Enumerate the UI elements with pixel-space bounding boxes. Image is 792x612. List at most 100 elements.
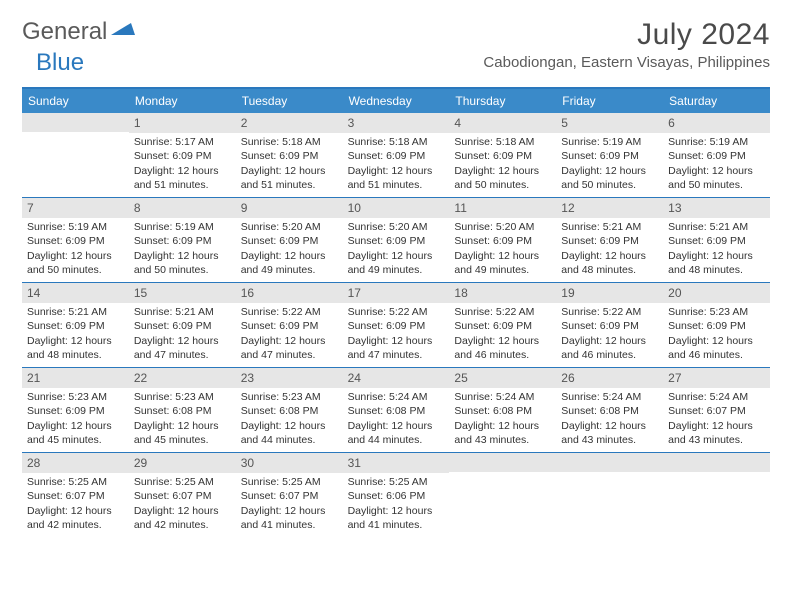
daylight-text-1: Daylight: 12 hours <box>668 419 765 433</box>
day-detail <box>556 472 663 532</box>
day-number: 9 <box>236 198 343 218</box>
day-detail: Sunrise: 5:25 AMSunset: 6:06 PMDaylight:… <box>343 473 450 536</box>
sunset-text: Sunset: 6:09 PM <box>134 149 231 163</box>
day-detail: Sunrise: 5:23 AMSunset: 6:08 PMDaylight:… <box>129 388 236 451</box>
sunset-text: Sunset: 6:07 PM <box>27 489 124 503</box>
sunset-text: Sunset: 6:09 PM <box>668 149 765 163</box>
sunset-text: Sunset: 6:07 PM <box>668 404 765 418</box>
day-detail: Sunrise: 5:25 AMSunset: 6:07 PMDaylight:… <box>236 473 343 536</box>
day-number: 23 <box>236 368 343 388</box>
day-detail: Sunrise: 5:22 AMSunset: 6:09 PMDaylight:… <box>556 303 663 366</box>
sunset-text: Sunset: 6:08 PM <box>348 404 445 418</box>
day-number: 10 <box>343 198 450 218</box>
weekday-header: Monday <box>129 89 236 113</box>
sunrise-text: Sunrise: 5:19 AM <box>668 135 765 149</box>
day-detail: Sunrise: 5:25 AMSunset: 6:07 PMDaylight:… <box>129 473 236 536</box>
daylight-text-2: and 47 minutes. <box>134 348 231 362</box>
daylight-text-2: and 51 minutes. <box>241 178 338 192</box>
daylight-text-2: and 50 minutes. <box>27 263 124 277</box>
day-detail <box>22 132 129 192</box>
day-detail: Sunrise: 5:18 AMSunset: 6:09 PMDaylight:… <box>236 133 343 196</box>
day-number: 15 <box>129 283 236 303</box>
day-detail: Sunrise: 5:19 AMSunset: 6:09 PMDaylight:… <box>663 133 770 196</box>
sunset-text: Sunset: 6:09 PM <box>134 234 231 248</box>
day-detail: Sunrise: 5:22 AMSunset: 6:09 PMDaylight:… <box>236 303 343 366</box>
calendar-week: 14Sunrise: 5:21 AMSunset: 6:09 PMDayligh… <box>22 282 770 367</box>
calendar-cell: 19Sunrise: 5:22 AMSunset: 6:09 PMDayligh… <box>556 283 663 367</box>
day-number: 8 <box>129 198 236 218</box>
weekday-header: Tuesday <box>236 89 343 113</box>
sunrise-text: Sunrise: 5:21 AM <box>561 220 658 234</box>
day-detail: Sunrise: 5:20 AMSunset: 6:09 PMDaylight:… <box>236 218 343 281</box>
day-number: 2 <box>236 113 343 133</box>
calendar: Sunday Monday Tuesday Wednesday Thursday… <box>22 87 770 537</box>
calendar-week: 1Sunrise: 5:17 AMSunset: 6:09 PMDaylight… <box>22 113 770 197</box>
daylight-text-1: Daylight: 12 hours <box>27 504 124 518</box>
calendar-cell: 27 Sunrise: 5:24 AMSunset: 6:07 PMDayligh… <box>663 368 770 452</box>
daylight-text-2: and 43 minutes. <box>561 433 658 447</box>
daylight-text-1: Daylight: 12 hours <box>134 164 231 178</box>
day-detail: Sunrise: 5:21 AMSunset: 6:09 PMDaylight:… <box>129 303 236 366</box>
sunrise-text: Sunrise: 5:21 AM <box>668 220 765 234</box>
daylight-text-2: and 45 minutes. <box>134 433 231 447</box>
daylight-text-1: Daylight: 12 hours <box>241 504 338 518</box>
calendar-cell: 4Sunrise: 5:18 AMSunset: 6:09 PMDaylight… <box>449 113 556 197</box>
daylight-text-1: Daylight: 12 hours <box>348 334 445 348</box>
day-number: 5 <box>556 113 663 133</box>
daylight-text-1: Daylight: 12 hours <box>27 249 124 263</box>
daylight-text-1: Daylight: 12 hours <box>27 419 124 433</box>
sunset-text: Sunset: 6:09 PM <box>668 234 765 248</box>
month-title: July 2024 <box>483 18 770 52</box>
day-number: 1 <box>129 113 236 133</box>
daylight-text-2: and 46 minutes. <box>454 348 551 362</box>
day-number <box>22 113 129 132</box>
day-number: 17 <box>343 283 450 303</box>
day-detail: Sunrise: 5:19 AMSunset: 6:09 PMDaylight:… <box>129 218 236 281</box>
daylight-text-1: Daylight: 12 hours <box>134 249 231 263</box>
day-number: 29 <box>129 453 236 473</box>
sunrise-text: Sunrise: 5:24 AM <box>668 390 765 404</box>
sunset-text: Sunset: 6:09 PM <box>27 319 124 333</box>
sunset-text: Sunset: 6:09 PM <box>454 234 551 248</box>
weekday-header: Friday <box>556 89 663 113</box>
daylight-text-2: and 45 minutes. <box>27 433 124 447</box>
sunset-text: Sunset: 6:09 PM <box>348 149 445 163</box>
day-detail <box>663 472 770 532</box>
day-number: 13 <box>663 198 770 218</box>
daylight-text-2: and 48 minutes. <box>561 263 658 277</box>
daylight-text-1: Daylight: 12 hours <box>241 419 338 433</box>
sunrise-text: Sunrise: 5:23 AM <box>668 305 765 319</box>
daylight-text-2: and 47 minutes. <box>348 348 445 362</box>
day-detail: Sunrise: 5:21 AMSunset: 6:09 PMDaylight:… <box>663 218 770 281</box>
calendar-cell <box>22 113 129 197</box>
day-number: 14 <box>22 283 129 303</box>
calendar-cell: 8Sunrise: 5:19 AMSunset: 6:09 PMDaylight… <box>129 198 236 282</box>
daylight-text-1: Daylight: 12 hours <box>454 249 551 263</box>
calendar-cell: 17Sunrise: 5:22 AMSunset: 6:09 PMDayligh… <box>343 283 450 367</box>
day-detail: Sunrise: 5:20 AMSunset: 6:09 PMDaylight:… <box>343 218 450 281</box>
weekday-header: Thursday <box>449 89 556 113</box>
calendar-cell: 28Sunrise: 5:25 AMSunset: 6:07 PMDayligh… <box>22 453 129 537</box>
calendar-cell: 31Sunrise: 5:25 AMSunset: 6:06 PMDayligh… <box>343 453 450 537</box>
day-number: 27 <box>663 368 770 388</box>
daylight-text-1: Daylight: 12 hours <box>241 249 338 263</box>
day-detail <box>449 472 556 532</box>
brand-part1: General <box>22 18 107 46</box>
day-detail: Sunrise: 5:20 AMSunset: 6:09 PMDaylight:… <box>449 218 556 281</box>
day-number: 6 <box>663 113 770 133</box>
calendar-cell: 12Sunrise: 5:21 AMSunset: 6:09 PMDayligh… <box>556 198 663 282</box>
sunset-text: Sunset: 6:07 PM <box>241 489 338 503</box>
sunset-text: Sunset: 6:09 PM <box>241 234 338 248</box>
calendar-cell: 22Sunrise: 5:23 AMSunset: 6:08 PMDayligh… <box>129 368 236 452</box>
daylight-text-1: Daylight: 12 hours <box>134 334 231 348</box>
calendar-cell: 18Sunrise: 5:22 AMSunset: 6:09 PMDayligh… <box>449 283 556 367</box>
calendar-cell: 14Sunrise: 5:21 AMSunset: 6:09 PMDayligh… <box>22 283 129 367</box>
sunset-text: Sunset: 6:09 PM <box>241 149 338 163</box>
daylight-text-2: and 43 minutes. <box>668 433 765 447</box>
daylight-text-1: Daylight: 12 hours <box>561 249 658 263</box>
day-detail: Sunrise: 5:23 AMSunset: 6:09 PMDaylight:… <box>22 388 129 451</box>
sunset-text: Sunset: 6:07 PM <box>134 489 231 503</box>
day-number: 4 <box>449 113 556 133</box>
sunrise-text: Sunrise: 5:19 AM <box>134 220 231 234</box>
day-number <box>663 453 770 472</box>
